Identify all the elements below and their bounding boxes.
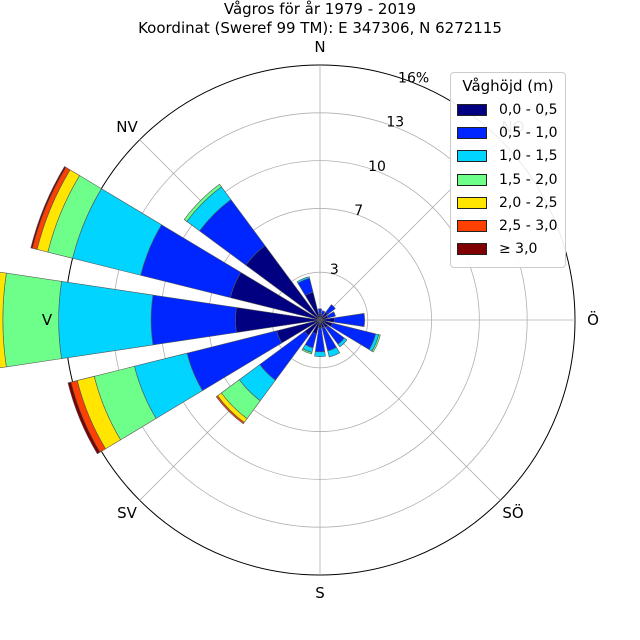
rose-bar-segment [371, 334, 381, 353]
legend-item: 2,5 - 3,0 [451, 214, 565, 237]
rose-bar-segment [320, 310, 326, 317]
rose-bar-segment [327, 346, 341, 358]
rose-bar-segment [326, 311, 336, 319]
legend-swatch [457, 196, 487, 209]
rose-bar-segment [314, 351, 326, 357]
legend-label: 2,5 - 3,0 [499, 218, 558, 235]
legend-label: 1,5 - 2,0 [499, 171, 558, 188]
rose-bar-segment [325, 304, 336, 315]
legend-label: 1,0 - 1,5 [499, 148, 558, 165]
legend: Våghöjd (m) 0,0 - 0,5 0,5 - 1,0 1,0 - 1,5 1… [450, 72, 566, 269]
direction-label: Ö [587, 310, 599, 329]
legend-swatch [457, 243, 487, 256]
legend-label: 0,5 - 1,0 [499, 124, 558, 141]
legend-item: 0,0 - 0,5 [451, 98, 565, 121]
legend-swatch [457, 173, 487, 186]
legend-swatch [457, 126, 487, 139]
legend-swatch [457, 150, 487, 163]
chart-subtitle: Koordinat (Sweref 99 TM): E 347306, N 62… [138, 19, 502, 37]
legend-label: 2,0 - 2,5 [499, 194, 558, 211]
rose-bar-segment [150, 294, 237, 346]
legend-swatch [457, 220, 487, 233]
legend-title: Våghöjd (m) [462, 77, 554, 95]
rose-bar-segment [215, 395, 245, 425]
legend-item: 0,5 - 1,0 [451, 121, 565, 144]
rose-bar-segment [183, 183, 222, 222]
legend-label: 0,0 - 0,5 [499, 101, 558, 118]
rose-bar-segment [318, 308, 322, 315]
rose-bar-segment [0, 271, 7, 369]
direction-label: S [315, 584, 325, 602]
grid-spoke [319, 319, 501, 501]
radial-tick-label: 3 [330, 262, 339, 278]
legend-label: ≥ 3,0 [499, 241, 538, 258]
wind-rose-bars [0, 166, 381, 455]
legend-item: 1,0 - 1,5 [451, 145, 565, 168]
direction-label: NV [116, 118, 138, 136]
legend-item: ≥ 3,0 [451, 238, 565, 261]
radial-tick-label: 13 [386, 115, 404, 131]
chart-title-block: Vågros för år 1979 - 2019 Koordinat (Swe… [0, 0, 640, 38]
direction-label: V [42, 311, 53, 329]
rose-bar-segment [337, 337, 348, 348]
legend-swatch [457, 103, 487, 116]
direction-label: SV [117, 504, 138, 522]
axis-labels: NNOÖSÖSSVVNV37101316% [42, 38, 599, 602]
chart-title: Vågros för år 1979 - 2019 [223, 0, 417, 18]
legend-item: 1,5 - 2,0 [451, 168, 565, 191]
rose-bar-segment [333, 313, 365, 327]
legend-items: 0,0 - 0,5 0,5 - 1,0 1,0 - 1,5 1,5 - 2,0 2,0 … [451, 98, 565, 261]
direction-label: N [314, 38, 325, 56]
direction-label: SÖ [502, 503, 523, 522]
rose-bar-segment [301, 348, 313, 355]
legend-item: 2,0 - 2,5 [451, 191, 565, 214]
radial-tick-label: 16% [398, 70, 429, 86]
radial-tick-label: 10 [368, 159, 386, 175]
rose-bar-segment [2, 272, 62, 368]
rose-bar-segment [296, 276, 310, 284]
radial-tick-label: 7 [354, 203, 363, 219]
rose-bar-segment [235, 307, 321, 333]
rose-bar-segment [30, 166, 67, 249]
rose-bar-segment [67, 381, 101, 455]
rose-bar-segment [58, 281, 154, 359]
